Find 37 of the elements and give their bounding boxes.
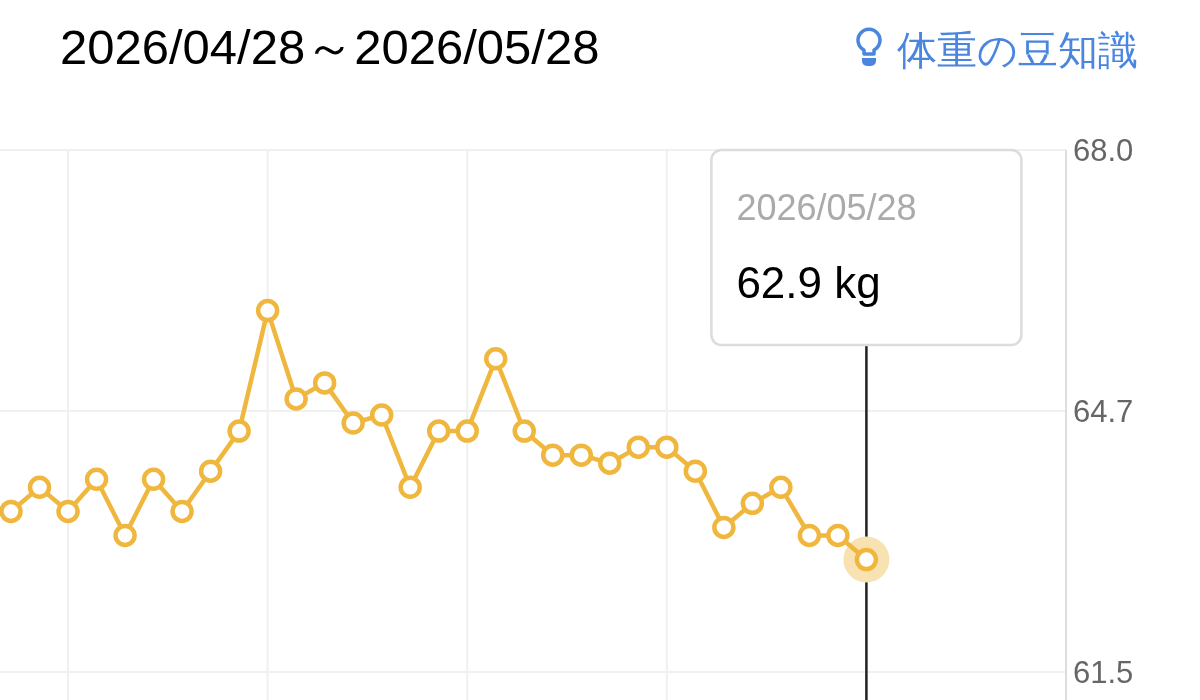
point	[56, 499, 80, 524]
point	[341, 411, 365, 435]
point	[255, 298, 280, 323]
point	[84, 467, 109, 492]
point	[797, 523, 822, 548]
point	[740, 491, 765, 516]
point	[284, 387, 308, 411]
annotation: 2026/05/28	[736, 187, 917, 228]
point	[655, 435, 679, 459]
point	[369, 403, 394, 427]
y-tick-label: 68.0	[1073, 133, 1134, 168]
point	[426, 419, 451, 443]
point	[227, 419, 251, 443]
point	[198, 459, 223, 483]
point	[626, 435, 651, 459]
point	[569, 443, 594, 467]
point	[826, 523, 850, 548]
point	[170, 499, 194, 524]
y-tick-label: 61.5	[1073, 655, 1134, 690]
point	[541, 443, 565, 467]
text: 体重の豆知識	[897, 28, 1138, 72]
point	[683, 459, 708, 483]
annotation: 62.9 kg	[736, 257, 881, 307]
chart-title: 2026/04/28～2026/05/28	[60, 20, 600, 74]
point	[483, 347, 508, 371]
point	[312, 371, 337, 395]
point	[769, 475, 793, 500]
point	[512, 419, 536, 443]
point	[141, 467, 166, 492]
point	[598, 451, 622, 475]
point	[113, 523, 137, 548]
y-tick-label: 64.7	[1073, 394, 1134, 429]
point	[27, 475, 52, 500]
point	[455, 419, 479, 443]
point	[0, 499, 23, 524]
point	[398, 475, 422, 500]
point	[712, 515, 736, 540]
